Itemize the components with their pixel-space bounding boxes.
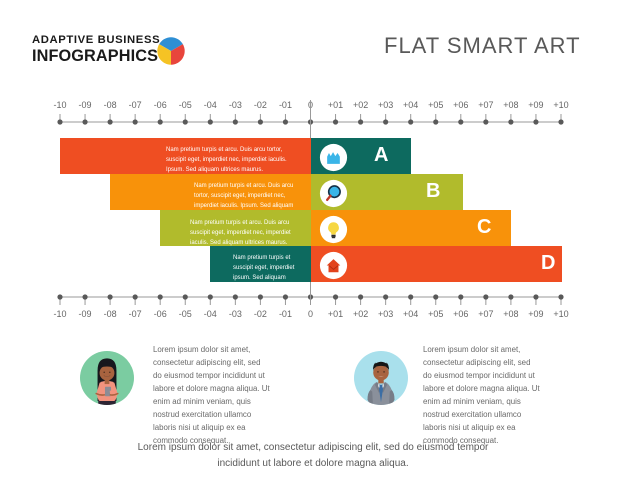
svg-text:+07: +07	[478, 309, 493, 319]
svg-text:+07: +07	[478, 100, 493, 110]
svg-text:+06: +06	[453, 309, 468, 319]
svg-text:+03: +03	[378, 309, 393, 319]
svg-text:+01: +01	[328, 100, 343, 110]
svg-text:-07: -07	[129, 309, 142, 319]
svg-text:+08: +08	[503, 100, 518, 110]
svg-text:+10: +10	[553, 309, 568, 319]
svg-text:+04: +04	[403, 100, 418, 110]
svg-text:-01: -01	[279, 100, 292, 110]
svg-text:-10: -10	[53, 100, 66, 110]
svg-text:-06: -06	[154, 309, 167, 319]
svg-text:+05: +05	[428, 309, 443, 319]
svg-text:-08: -08	[104, 100, 117, 110]
svg-text:-03: -03	[229, 309, 242, 319]
svg-text:-09: -09	[79, 100, 92, 110]
svg-text:+06: +06	[453, 100, 468, 110]
svg-text:+02: +02	[353, 309, 368, 319]
svg-text:+02: +02	[353, 100, 368, 110]
svg-text:+09: +09	[528, 309, 543, 319]
svg-text:+08: +08	[503, 309, 518, 319]
svg-text:+03: +03	[378, 100, 393, 110]
svg-text:-04: -04	[204, 309, 217, 319]
svg-text:+09: +09	[528, 100, 543, 110]
svg-text:-09: -09	[79, 309, 92, 319]
svg-text:-01: -01	[279, 309, 292, 319]
svg-text:-04: -04	[204, 100, 217, 110]
svg-text:-05: -05	[179, 100, 192, 110]
svg-text:-07: -07	[129, 100, 142, 110]
svg-text:+01: +01	[328, 309, 343, 319]
svg-text:-06: -06	[154, 100, 167, 110]
svg-text:+10: +10	[553, 100, 568, 110]
svg-text:+04: +04	[403, 309, 418, 319]
svg-text:-10: -10	[53, 309, 66, 319]
svg-text:-03: -03	[229, 100, 242, 110]
svg-text:-02: -02	[254, 100, 267, 110]
svg-text:-05: -05	[179, 309, 192, 319]
svg-text:-02: -02	[254, 309, 267, 319]
svg-text:0: 0	[308, 309, 313, 319]
svg-text:-08: -08	[104, 309, 117, 319]
svg-text:+05: +05	[428, 100, 443, 110]
